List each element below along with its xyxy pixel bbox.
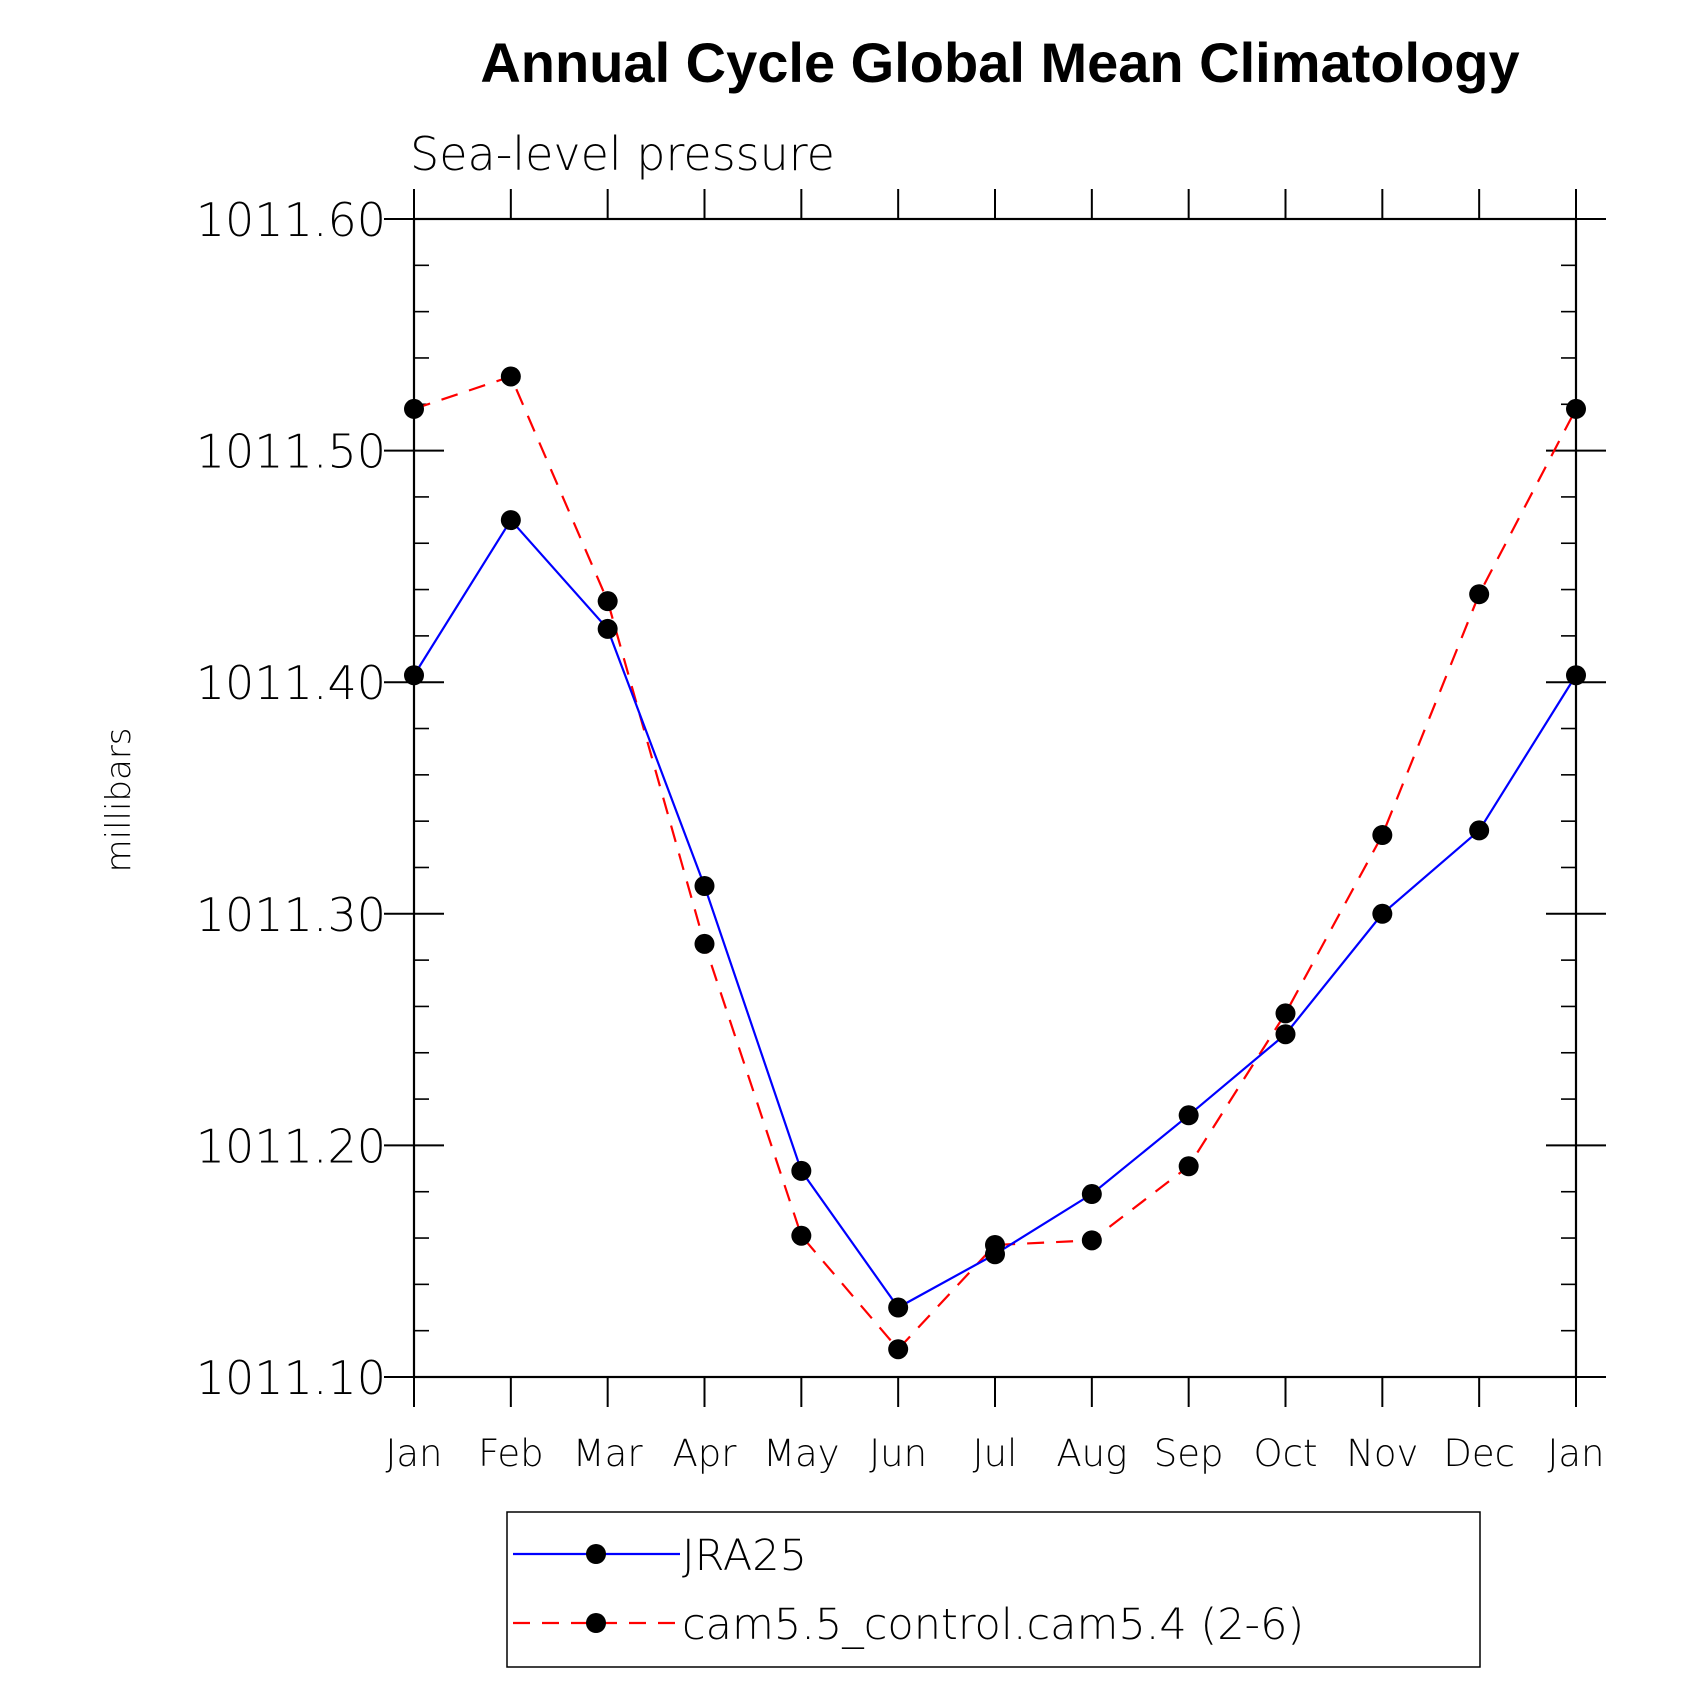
- data-point-s1-0: [404, 398, 424, 419]
- x-tick-label: Feb: [478, 1432, 544, 1475]
- x-tick-label: May: [763, 1432, 840, 1475]
- data-point-s0-9: [1275, 1024, 1296, 1045]
- legend-marker-cam: [586, 1613, 606, 1633]
- data-point-s0-12: [1566, 665, 1586, 686]
- plot-area: Jan Feb Mar Apr May Jun Jul Aug Sep Oct Nov Dec Jan 1…: [196, 189, 1606, 1475]
- data-point-s0-7: [1081, 1184, 1102, 1205]
- series-layer: [404, 366, 1586, 1360]
- chart-subtitle: Sea-level pressure: [410, 127, 835, 181]
- x-tick-label: Mar: [573, 1432, 644, 1475]
- data-point-s0-4: [791, 1160, 812, 1181]
- data-point-s1-4: [791, 1225, 812, 1246]
- data-point-s0-2: [597, 618, 618, 639]
- data-point-s1-2: [597, 591, 618, 612]
- chart-title: Annual Cycle Global Mean Climatology: [480, 31, 1519, 94]
- data-point-s1-11: [1469, 584, 1490, 605]
- data-point-s0-1: [500, 510, 521, 531]
- x-tick-label: Jun: [869, 1432, 927, 1475]
- x-tick-label: Jan: [1547, 1432, 1604, 1475]
- data-point-s0-11: [1469, 820, 1490, 841]
- data-point-s1-1: [500, 366, 521, 387]
- legend-label-jra25: JRA25: [682, 1531, 807, 1581]
- data-point-s1-5: [888, 1339, 909, 1360]
- x-tick-label: Dec: [1443, 1432, 1515, 1475]
- data-point-s0-3: [694, 876, 715, 897]
- series-line-1: [413, 375, 1577, 1351]
- x-tick-label: Jul: [973, 1432, 1018, 1475]
- data-point-s0-8: [1178, 1105, 1199, 1126]
- y-axis-label: millibars: [99, 727, 139, 872]
- data-point-s1-7: [1081, 1230, 1102, 1251]
- x-tick-label: Sep: [1154, 1432, 1224, 1475]
- data-point-s1-12: [1566, 398, 1586, 419]
- y-tick-label: 1011.30: [196, 888, 386, 942]
- data-point-s0-10: [1372, 903, 1393, 924]
- data-point-s1-3: [694, 933, 715, 954]
- x-tick-label: Jan: [385, 1432, 442, 1475]
- y-tick-label: 1011.40: [196, 656, 386, 710]
- data-point-s1-10: [1372, 825, 1393, 846]
- x-tick-label: Aug: [1056, 1432, 1127, 1475]
- plot-frame: [412, 217, 1578, 1379]
- y-tick-label: 1011.60: [196, 193, 386, 247]
- x-tick-label: Apr: [672, 1432, 737, 1475]
- data-point-s0-5: [888, 1297, 909, 1318]
- data-point-s1-8: [1178, 1156, 1199, 1177]
- data-point-s0-0: [404, 665, 424, 686]
- series-line-0: [413, 518, 1577, 1309]
- legend: JRA25 cam5.5_control.cam5.4 (2-6): [506, 1511, 1481, 1668]
- y-tick-label: 1011.10: [196, 1351, 386, 1405]
- x-tick-label: Nov: [1346, 1432, 1418, 1475]
- data-point-s1-6: [985, 1234, 1005, 1255]
- y-tick-label: 1011.20: [196, 1119, 386, 1173]
- legend-marker-jra25: [586, 1544, 606, 1564]
- legend-box: [506, 1511, 1481, 1668]
- data-point-s1-9: [1275, 1003, 1296, 1024]
- legend-label-cam: cam5.5_control.cam5.4 (2-6): [682, 1600, 1304, 1650]
- x-tick-label: Oct: [1254, 1432, 1318, 1475]
- y-tick-label: 1011.50: [196, 425, 386, 479]
